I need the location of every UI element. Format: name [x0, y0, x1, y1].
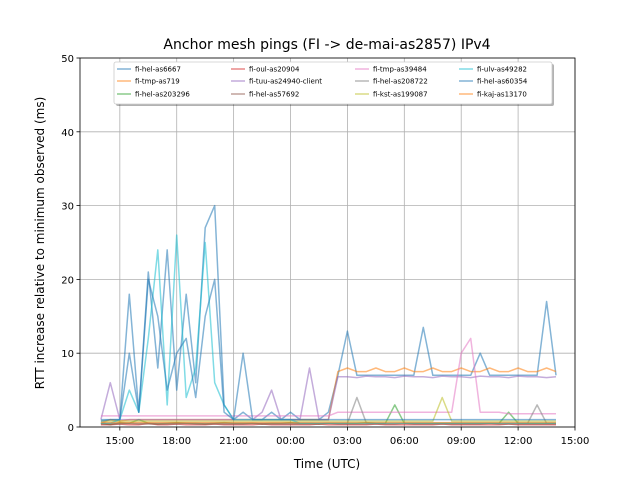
chart-title: Anchor mesh pings (FI -> de-mai-as2857) …: [163, 37, 490, 53]
legend-label: fi-tuu-as24940-client: [249, 78, 322, 86]
x-tick-label: 09:00: [447, 436, 476, 447]
legend-label: fi-kaj-as13170: [477, 91, 527, 99]
y-tick-label: 10: [61, 349, 74, 360]
y-tick-label: 30: [61, 202, 74, 213]
legend-label: fi-ulv-as49282: [477, 66, 527, 74]
x-tick-label: 15:00: [561, 436, 590, 447]
legend-label: fi-kst-as199087: [373, 91, 428, 99]
series-line-fi-tmp-as39484: [100, 337, 556, 417]
legend: fi-hel-as6667 fi-tmp-as719 fi-hel-as203296…: [113, 61, 554, 106]
legend-label: fi-hel-as208722: [373, 78, 428, 86]
legend-label: fi-tmp-as39484: [373, 66, 427, 74]
x-tick-label: 03:00: [333, 436, 362, 447]
legend-label: fi-hel-as203296: [135, 91, 190, 99]
y-tick-label: 0: [68, 423, 74, 434]
series-line-fi-kst-as199087: [100, 396, 556, 422]
axes-frame: [79, 57, 576, 428]
series-line-fi-hel-as60354: [100, 278, 556, 422]
y-tick-label: 40: [61, 128, 74, 139]
y-tick-label: 50: [61, 54, 74, 65]
y-axis-label: RTT increase relative to minimum observe…: [33, 97, 47, 390]
legend-box: [113, 61, 553, 105]
x-tick-label: 18:00: [162, 436, 191, 447]
series-lines: [100, 204, 557, 426]
x-axis-ticks: 15:00 18:00 21:00 00:00 03:00 06:00 09:00 12:00…: [105, 427, 589, 447]
x-axis-label: Time (UTC): [293, 457, 360, 471]
legend-label: fi-oul-as20904: [249, 66, 300, 74]
x-tick-label: 06:00: [390, 436, 419, 447]
legend-label: fi-hel-as6667: [135, 66, 181, 74]
series-line-fi-hel-as6667: [100, 204, 557, 421]
x-tick-label: 00:00: [276, 436, 305, 447]
x-tick-label: 21:00: [219, 436, 248, 447]
x-tick-label: 15:00: [105, 436, 134, 447]
x-tick-label: 12:00: [504, 436, 533, 447]
y-axis-ticks: 0 10 20 30 40 50: [61, 54, 80, 434]
legend-label: fi-tmp-as719: [135, 78, 180, 86]
legend-label: fi-hel-as57692: [249, 91, 299, 99]
legend-label: fi-hel-as60354: [477, 78, 528, 86]
y-tick-label: 20: [61, 275, 74, 286]
